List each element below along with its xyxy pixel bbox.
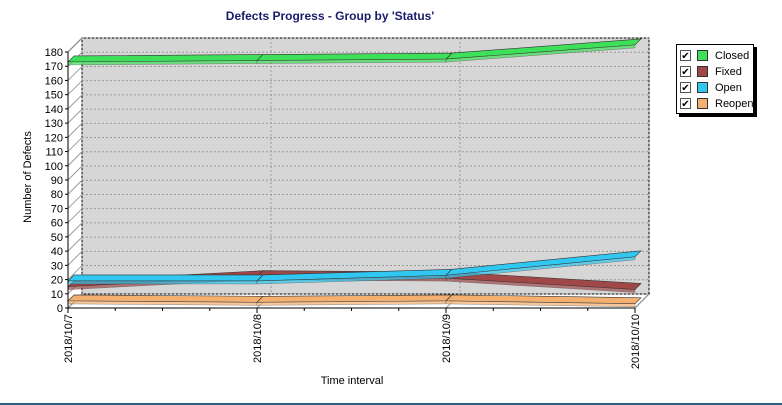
grid-line-depth (67, 37, 83, 53)
grid-line-floor (634, 293, 650, 309)
legend-item-closed[interactable]: ✔ Closed (680, 49, 752, 63)
x-tick-label: 2018/10/8 (252, 314, 264, 363)
legend-item-fixed[interactable]: ✔ Fixed (680, 65, 752, 79)
legend: ✔ Closed ✔ Fixed ✔ Open ✔ Reopen (676, 44, 754, 114)
legend-swatch (697, 98, 708, 109)
series-segment-edge (445, 300, 636, 307)
y-tick-label: 40 (51, 246, 63, 258)
y-tick-label: 120 (45, 132, 63, 144)
grid-line-depth (67, 94, 83, 110)
y-tick-label: 10 (51, 289, 63, 301)
y-tick-label: 60 (51, 218, 63, 230)
series-segment-edge (67, 280, 258, 285)
y-tick-label: 150 (45, 90, 63, 102)
chart-title: Defects Progress - Group by 'Status' (225, 9, 435, 23)
grid-line-depth (67, 236, 83, 252)
checkbox-icon[interactable]: ✔ (680, 98, 691, 110)
grid-line-depth (67, 194, 83, 209)
legend-swatch (697, 82, 708, 93)
y-tick-label: 180 (45, 47, 63, 59)
series-segment (67, 274, 264, 282)
legend-swatch (697, 66, 708, 77)
grid-line-depth (67, 108, 83, 124)
grid-line-depth (67, 265, 83, 280)
y-tick-label: 80 (51, 189, 63, 201)
x-axis-ticks: 2018/10/7 2018/10/8 2018/10/9 2018/10/10 (63, 307, 642, 369)
legend-label: Closed (715, 50, 750, 62)
series-segment-edge (445, 44, 636, 63)
chart-3d-walls (66, 36, 651, 310)
x-tick-label: 2018/10/10 (630, 314, 642, 369)
y-tick-label: 20 (51, 275, 63, 287)
legend-label: Fixed (715, 66, 742, 78)
checkbox-icon[interactable]: ✔ (680, 66, 691, 78)
checkbox-icon[interactable]: ✔ (680, 50, 691, 62)
y-axis-label: Number of Defects (22, 131, 34, 223)
legend-item-open[interactable]: ✔ Open (680, 81, 752, 95)
legend-item-reopen[interactable]: ✔ Reopen (680, 97, 754, 111)
x-tick-label: 2018/10/7 (63, 314, 75, 363)
series-segment-edge (445, 256, 636, 279)
y-axis-ticks: 0 10 20 30 40 50 60 70 80 90 100 110 120 130 140 150 160… (45, 47, 69, 315)
series-segment-edge (445, 277, 636, 293)
y-tick-label: 140 (45, 104, 63, 116)
grid-line-depth (67, 208, 83, 224)
series-layer (67, 38, 642, 307)
legend-label: Reopen (715, 98, 754, 110)
y-tick-label: 50 (51, 232, 63, 244)
y-tick-label: 90 (51, 175, 63, 187)
y-tick-label: 70 (51, 203, 63, 215)
y-tick-label: 160 (45, 75, 63, 87)
grid-line-depth (67, 122, 83, 138)
series-closed (67, 38, 642, 66)
checkbox-icon[interactable]: ✔ (680, 82, 691, 94)
grid-line-depth (67, 66, 83, 81)
y-tick-label: 110 (45, 147, 63, 159)
grid-line-depth (67, 151, 83, 167)
y-tick-label: 30 (51, 260, 63, 272)
y-tick-label: 100 (45, 161, 63, 173)
y-tick-label: 170 (45, 61, 63, 73)
bottom-border (0, 403, 782, 405)
grid-line-depth (67, 179, 83, 195)
grid-line-depth (67, 137, 83, 152)
series-open (67, 250, 642, 285)
x-tick-label: 2018/10/9 (441, 314, 453, 363)
legend-label: Open (715, 82, 742, 94)
grid-line-depth (67, 222, 83, 238)
grid-line-depth (67, 80, 83, 96)
legend-swatch (697, 50, 708, 61)
grid-line-depth (67, 165, 83, 181)
x-axis-label: Time interval (321, 375, 384, 387)
grid-line-depth (67, 250, 83, 266)
y-tick-label: 130 (45, 118, 63, 130)
y-tick-label: 0 (57, 303, 63, 315)
series-reopen (67, 294, 642, 307)
